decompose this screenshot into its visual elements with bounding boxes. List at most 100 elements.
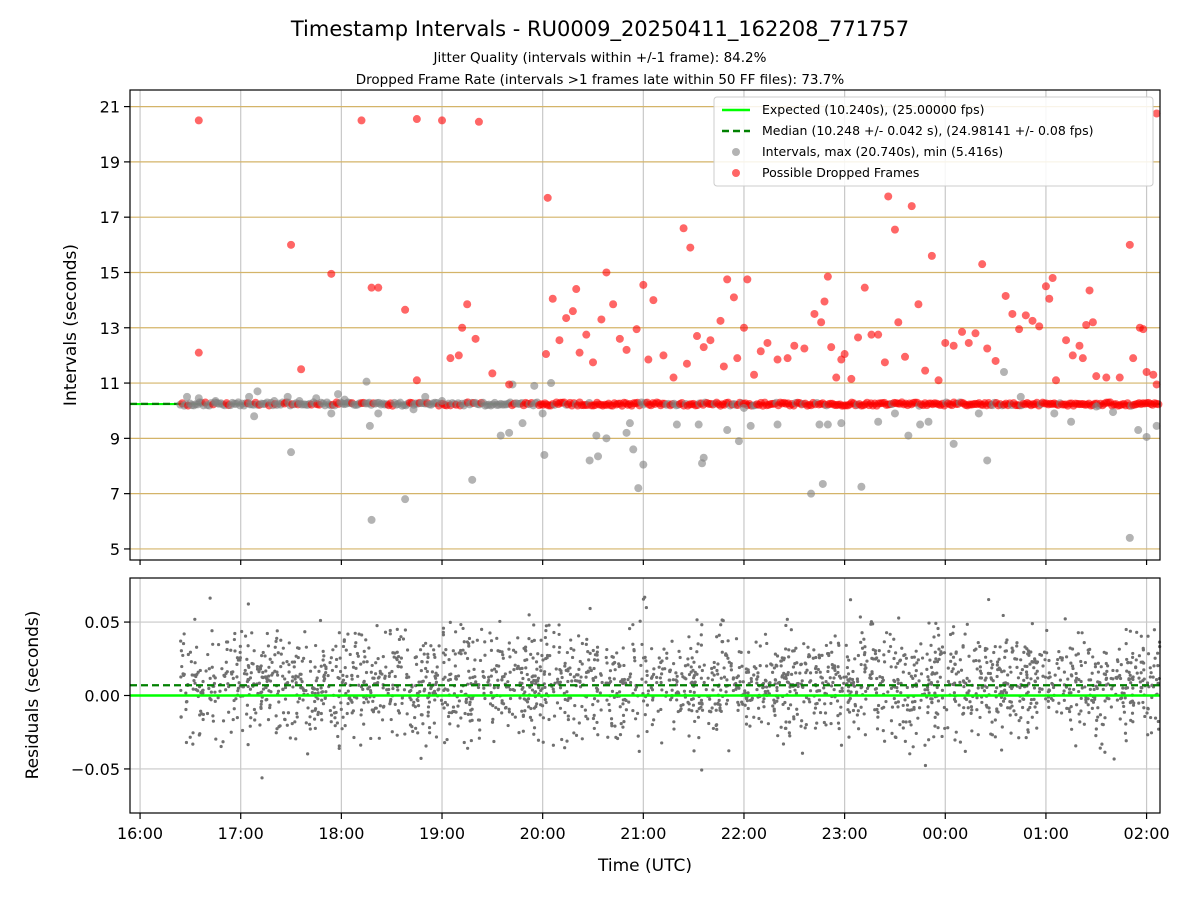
residual-point (243, 634, 248, 638)
dropped-frame-point (927, 251, 936, 260)
residual-point (633, 659, 637, 663)
residual-point (563, 746, 567, 750)
residual-point (1056, 657, 1060, 662)
residual-point (547, 623, 551, 627)
residual-point (471, 640, 475, 644)
residual-point (855, 677, 859, 681)
residual-point (1057, 650, 1061, 654)
residual-point (796, 684, 800, 689)
residual-point (413, 655, 417, 660)
residual-point (448, 620, 452, 624)
residual-point (191, 731, 195, 735)
residual-point (700, 623, 704, 627)
residual-point (727, 749, 731, 753)
dropped-frame-point (750, 370, 759, 379)
dropped-frame-point (572, 285, 581, 294)
residual-point (319, 686, 323, 690)
residual-point (1104, 661, 1108, 666)
residual-point (1025, 664, 1029, 669)
residual-point (532, 732, 536, 736)
residual-point (257, 670, 261, 674)
residual-point (344, 648, 348, 652)
residual-point (936, 626, 940, 631)
residual-point (720, 640, 724, 644)
residual-point (552, 630, 556, 635)
residual-point (1146, 634, 1150, 638)
residual-point (521, 729, 525, 733)
residual-point (539, 638, 543, 642)
residual-point (313, 699, 317, 704)
residual-point (211, 642, 215, 646)
residual-point (659, 680, 663, 685)
residual-point (391, 683, 395, 687)
residual-point (748, 724, 752, 728)
residual-point (372, 676, 376, 680)
residual-point (882, 640, 886, 644)
residual-point (487, 675, 491, 679)
dropped-frame-point (367, 283, 376, 292)
residual-point (1094, 727, 1098, 731)
residual-point (928, 658, 932, 662)
residual-point (787, 648, 791, 652)
residual-point (589, 668, 593, 673)
residual-point (1009, 670, 1013, 674)
interval-point (594, 452, 603, 461)
residuals-reference-lines (130, 684, 1160, 697)
residual-point (231, 676, 235, 680)
residual-point (588, 606, 592, 611)
dropped-frame-point (934, 376, 943, 385)
residual-point (976, 733, 980, 737)
dropped-frame-point (907, 202, 916, 211)
residual-point (578, 679, 582, 683)
residual-point (587, 658, 591, 662)
interval-point (327, 409, 336, 418)
residual-point (909, 723, 913, 727)
residual-point (229, 648, 233, 652)
residual-point (1041, 674, 1045, 678)
dropped-frame-point (609, 300, 618, 309)
residual-point (531, 656, 535, 660)
residual-point (786, 706, 791, 711)
residual-point (632, 655, 637, 660)
residual-point (696, 642, 700, 646)
residual-point (523, 690, 527, 694)
residual-point (1064, 655, 1069, 659)
residual-point (979, 671, 983, 676)
dropped-frame-point (1152, 109, 1161, 118)
residual-point (342, 639, 346, 643)
residual-point (346, 689, 350, 693)
residual-point (1088, 687, 1092, 691)
residual-point (972, 659, 976, 663)
residual-point (337, 631, 341, 635)
residual-point (316, 697, 320, 701)
interval-point (295, 397, 304, 406)
residual-point (755, 681, 759, 685)
residual-point (313, 708, 317, 712)
residual-point (414, 726, 418, 730)
residual-point (645, 703, 649, 707)
residual-point (542, 672, 546, 676)
residual-point (383, 674, 387, 678)
residual-point (682, 689, 687, 693)
residual-point (249, 716, 253, 720)
residual-point (954, 730, 958, 734)
residual-point (290, 679, 294, 683)
residual-point (1131, 651, 1135, 656)
residual-point (321, 658, 325, 662)
residual-point (469, 738, 473, 743)
residual-point (712, 660, 716, 665)
residual-point (671, 678, 675, 682)
residual-point (577, 667, 581, 671)
residual-point (270, 673, 274, 677)
residual-point (1068, 709, 1072, 714)
residual-point (1058, 678, 1063, 682)
residual-point (619, 722, 623, 726)
residual-point (374, 661, 378, 665)
residual-point (660, 741, 664, 745)
residual-point (536, 652, 540, 656)
residual-point (937, 647, 941, 651)
residual-point (799, 724, 803, 728)
residual-point (237, 681, 241, 685)
